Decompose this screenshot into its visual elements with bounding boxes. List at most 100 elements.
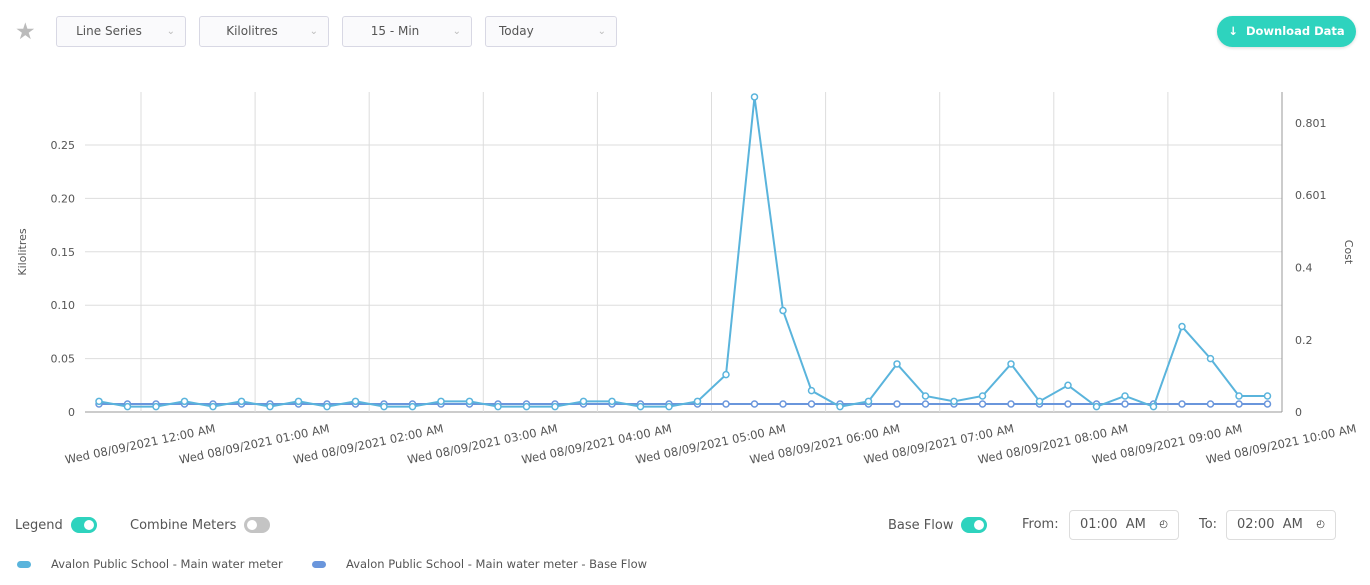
legend-toggle-label: Legend: [15, 517, 63, 533]
data-point: [836, 402, 844, 411]
data-point: [921, 400, 930, 408]
y-tick-label: 0: [68, 406, 75, 419]
data-point: [494, 402, 502, 411]
interval-select[interactable]: 15 - Min ⌄: [342, 16, 472, 47]
range-value: Today: [499, 24, 534, 38]
unit-value: Kilolitres: [226, 24, 278, 38]
y-axis-title: Kilolitres: [16, 228, 29, 276]
data-point: [408, 402, 417, 411]
y-tick-label: 0.20: [51, 192, 76, 205]
data-point: [864, 397, 873, 406]
data-point: [978, 400, 987, 408]
data-point: [779, 306, 787, 315]
to-label-text: To:: [1199, 517, 1218, 532]
y2-tick-label: 0.601: [1295, 189, 1327, 202]
from-label-text: From:: [1022, 517, 1059, 532]
legend-toggle[interactable]: Legend: [15, 517, 97, 533]
to-label: To:: [1199, 517, 1217, 532]
data-point: [750, 93, 759, 101]
data-point: [1064, 400, 1072, 408]
legend-swatch: [312, 560, 326, 568]
legend-switch[interactable]: [70, 517, 97, 533]
data-point: [1206, 400, 1215, 408]
data-point: [1235, 392, 1243, 400]
data-point: [1178, 322, 1186, 331]
data-point: [237, 397, 246, 406]
data-point: [323, 402, 331, 411]
chart-type-select[interactable]: Line Series ⌄: [56, 16, 186, 47]
from-time-value: 01:00 AM: [1080, 517, 1146, 532]
y-tick-label: 0.15: [51, 246, 76, 259]
data-point: [1235, 400, 1243, 408]
data-point: [807, 400, 816, 408]
data-point: [551, 402, 559, 411]
y-tick-label: 0.05: [51, 353, 76, 366]
data-point: [351, 397, 360, 406]
data-point: [1178, 400, 1186, 408]
y2-axis-title: Cost: [1342, 240, 1355, 265]
data-point: [779, 400, 787, 408]
combine-meters-switch[interactable]: [244, 517, 271, 533]
clock-icon[interactable]: ◴: [1159, 519, 1168, 530]
data-point: [437, 397, 445, 406]
data-point: [266, 402, 274, 411]
data-point: [1121, 392, 1129, 400]
data-point: [1092, 402, 1101, 411]
data-point: [294, 397, 303, 406]
series-line: [98, 96, 1268, 408]
data-point: [209, 402, 217, 411]
data-point: [123, 402, 132, 411]
interval-value: 15 - Min: [370, 24, 420, 38]
data-point: [1263, 400, 1272, 408]
data-point: [1064, 381, 1072, 390]
chevron-down-icon: ⌄: [309, 26, 318, 37]
base-flow-toggle[interactable]: Base Flow: [888, 517, 988, 533]
data-point: [522, 402, 531, 411]
base-flow-label: Base Flow: [888, 517, 954, 533]
from-time-input[interactable]: 01:00 AM ◴: [1069, 510, 1179, 540]
legend-item-base-flow[interactable]: Avalon Public School - Main water meter …: [312, 557, 647, 571]
data-point: [380, 402, 388, 411]
unit-select[interactable]: Kilolitres ⌄: [199, 16, 329, 47]
data-point: [893, 400, 901, 408]
range-select[interactable]: Today ⌄: [485, 16, 617, 47]
data-point: [180, 397, 189, 406]
data-point: [1206, 354, 1215, 363]
data-point: [978, 392, 987, 400]
data-point: [152, 402, 160, 411]
y-tick-label: 0.10: [51, 299, 76, 312]
combine-meters-toggle[interactable]: Combine Meters: [130, 517, 271, 533]
star-icon[interactable]: ★: [15, 19, 36, 45]
legend-item-main[interactable]: Avalon Public School - Main water meter: [17, 557, 283, 571]
legend-swatch: [17, 560, 31, 568]
data-point: [750, 400, 759, 408]
data-point: [1121, 400, 1129, 408]
y2-tick-label: 0.4: [1295, 262, 1313, 275]
data-point: [950, 397, 958, 406]
legend-label: Avalon Public School - Main water meter …: [346, 557, 648, 571]
to-time-input[interactable]: 02:00 AM ◴: [1226, 510, 1336, 540]
data-point: [608, 397, 616, 406]
y2-tick-label: 0: [1295, 406, 1302, 419]
download-label: Download Data: [1245, 24, 1345, 38]
y-tick-label: 0.25: [51, 139, 76, 152]
data-point: [1263, 392, 1272, 400]
chevron-down-icon: ⌄: [597, 26, 606, 37]
download-data-button[interactable]: ↓ Download Data: [1217, 16, 1356, 47]
base-flow-switch[interactable]: [961, 517, 988, 533]
data-point: [1007, 400, 1015, 408]
chart-type-value: Line Series: [76, 24, 142, 38]
arrow-down-icon: ↓: [1228, 24, 1246, 38]
chevron-down-icon: ⌄: [452, 26, 461, 37]
y2-tick-label: 0.801: [1295, 117, 1327, 130]
from-label: From:: [1022, 517, 1059, 532]
data-point: [1035, 397, 1044, 406]
clock-icon[interactable]: ◴: [1316, 519, 1325, 530]
y2-tick-label: 0.2: [1295, 334, 1313, 347]
data-point: [921, 392, 930, 400]
data-point: [665, 402, 673, 411]
data-point: [95, 397, 103, 406]
data-point: [693, 397, 702, 406]
data-point: [579, 397, 588, 406]
